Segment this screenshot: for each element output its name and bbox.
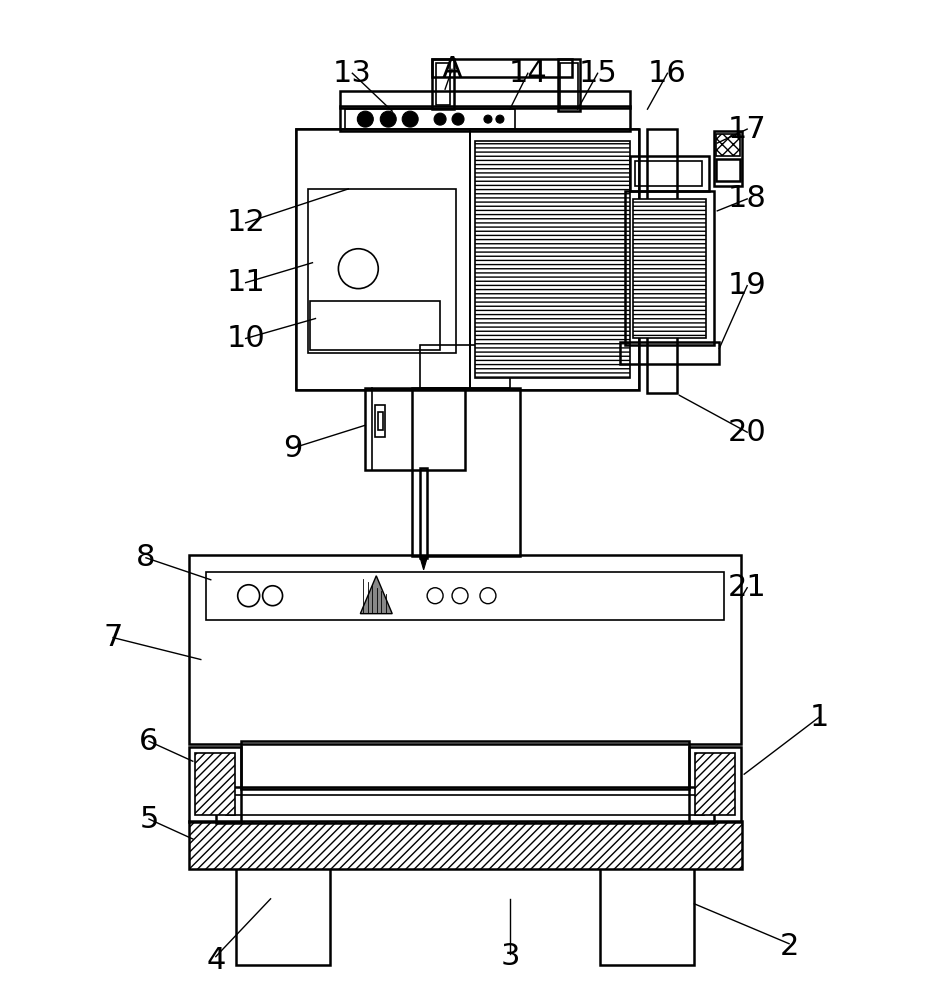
Text: 13: 13 bbox=[333, 59, 372, 88]
Bar bbox=[189, 747, 241, 822]
Text: 14: 14 bbox=[508, 59, 548, 88]
Bar bbox=[716, 159, 741, 181]
Text: 6: 6 bbox=[139, 727, 159, 756]
Bar bbox=[690, 747, 742, 822]
Text: 15: 15 bbox=[579, 59, 617, 88]
Polygon shape bbox=[360, 576, 392, 614]
Text: 2: 2 bbox=[779, 932, 799, 961]
Bar bbox=[634, 161, 702, 186]
Text: 4: 4 bbox=[206, 946, 226, 975]
Circle shape bbox=[496, 115, 503, 123]
Bar bbox=[560, 63, 578, 108]
Text: 5: 5 bbox=[139, 805, 159, 834]
Text: 19: 19 bbox=[727, 271, 767, 300]
Bar bbox=[420, 468, 427, 558]
Bar bbox=[599, 867, 694, 965]
Text: 9: 9 bbox=[283, 434, 302, 463]
Circle shape bbox=[484, 115, 492, 123]
Bar bbox=[619, 342, 719, 364]
Bar bbox=[475, 141, 630, 378]
Bar bbox=[436, 63, 450, 105]
Circle shape bbox=[452, 113, 464, 125]
Text: 8: 8 bbox=[136, 543, 155, 572]
Bar bbox=[695, 753, 735, 815]
Circle shape bbox=[358, 111, 374, 127]
Bar bbox=[309, 189, 456, 353]
Text: 20: 20 bbox=[727, 418, 767, 447]
Bar bbox=[189, 555, 742, 744]
Bar bbox=[295, 129, 640, 390]
Bar bbox=[241, 741, 690, 789]
Bar bbox=[195, 753, 234, 815]
Polygon shape bbox=[420, 558, 427, 570]
Bar bbox=[558, 59, 580, 111]
Bar bbox=[420, 345, 510, 388]
Bar bbox=[311, 301, 440, 350]
Text: 12: 12 bbox=[226, 208, 265, 237]
Bar bbox=[632, 199, 707, 338]
Text: 17: 17 bbox=[727, 115, 767, 144]
Text: 16: 16 bbox=[648, 59, 687, 88]
Bar bbox=[206, 572, 725, 620]
Text: 1: 1 bbox=[809, 703, 829, 732]
Text: 18: 18 bbox=[727, 184, 767, 213]
Text: 11: 11 bbox=[226, 268, 265, 297]
Bar bbox=[215, 787, 714, 823]
Bar bbox=[341, 91, 630, 108]
Text: 21: 21 bbox=[727, 573, 767, 602]
Bar bbox=[226, 795, 704, 815]
Text: 3: 3 bbox=[500, 942, 519, 971]
Bar bbox=[714, 131, 742, 186]
Text: 7: 7 bbox=[104, 623, 122, 652]
Bar bbox=[295, 129, 470, 390]
Bar bbox=[432, 59, 455, 109]
Text: 10: 10 bbox=[226, 324, 265, 353]
Bar bbox=[378, 412, 383, 430]
Text: A: A bbox=[441, 55, 462, 84]
Circle shape bbox=[434, 113, 446, 125]
Bar bbox=[365, 388, 465, 470]
Bar bbox=[341, 106, 630, 131]
Bar bbox=[630, 156, 710, 191]
Bar bbox=[345, 109, 515, 129]
Bar bbox=[189, 821, 742, 869]
Bar bbox=[625, 191, 714, 345]
Circle shape bbox=[380, 111, 396, 127]
Bar bbox=[432, 59, 572, 77]
Bar bbox=[412, 388, 519, 556]
Bar bbox=[647, 129, 678, 393]
Bar bbox=[375, 405, 385, 437]
Circle shape bbox=[402, 111, 418, 127]
Bar bbox=[235, 867, 330, 965]
Bar bbox=[470, 129, 640, 390]
Bar bbox=[716, 134, 741, 156]
